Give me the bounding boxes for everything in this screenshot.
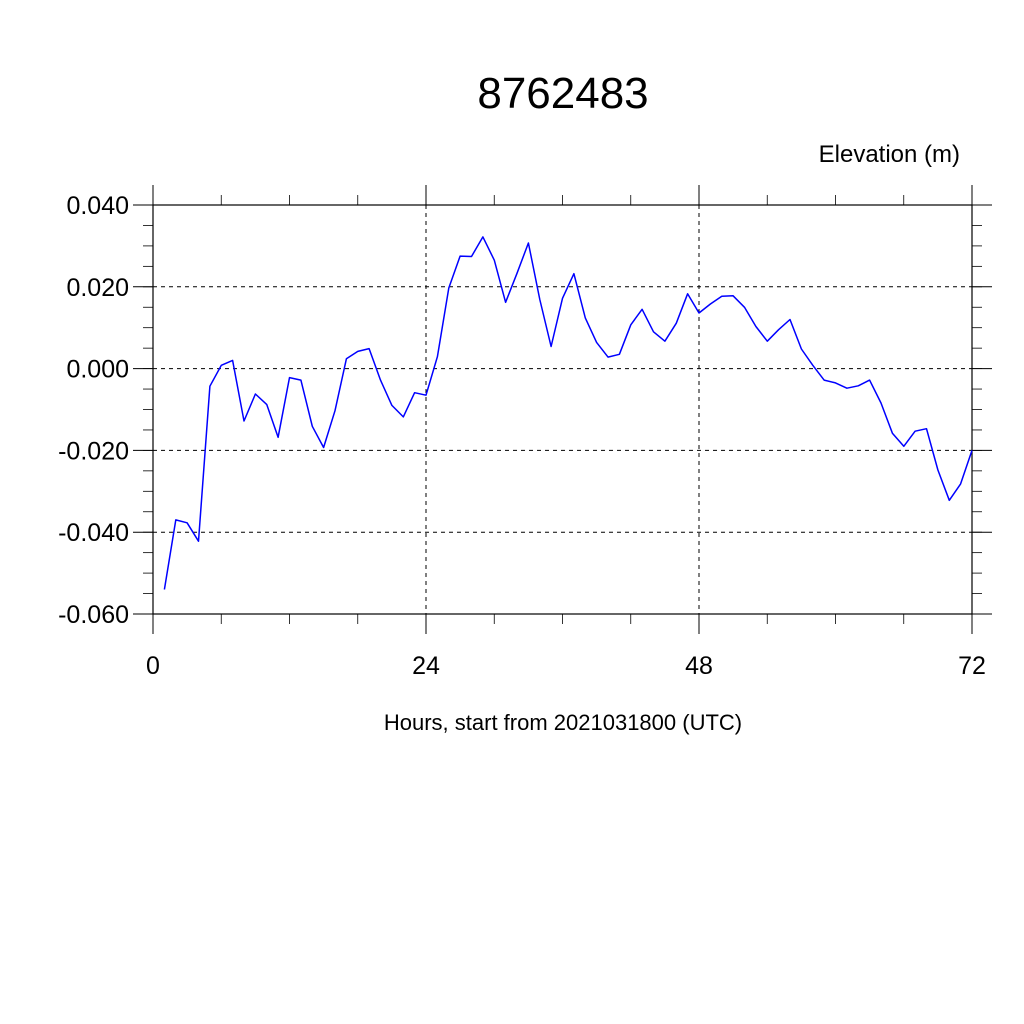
x-tick-label: 72: [958, 652, 986, 680]
y-tick-label: -0.020: [58, 437, 129, 465]
y-tick-label: 0.040: [66, 192, 129, 220]
chart-title: 8762483: [477, 69, 648, 118]
tick-labels: -0.060 -0.040 -0.020 0.000 0.020 0.040 0 24 48 72: [58, 192, 986, 680]
ticks: [133, 185, 992, 634]
y-axis-label: Elevation (m): [819, 141, 960, 168]
plot-frame: [152, 204, 973, 615]
x-axis-label: Hours, start from 2021031800 (UTC): [384, 710, 742, 735]
y-tick-label: 0.000: [66, 356, 129, 384]
y-tick-label: 0.020: [66, 274, 129, 302]
y-tick-label: -0.060: [58, 601, 129, 629]
y-tick-label: -0.040: [58, 519, 129, 547]
series-group: [163, 236, 973, 590]
x-tick-label: 48: [685, 652, 713, 680]
series-line: [163, 236, 973, 590]
grid: [152, 204, 973, 615]
x-tick-label: 0: [146, 652, 160, 680]
x-tick-label: 24: [412, 652, 440, 680]
